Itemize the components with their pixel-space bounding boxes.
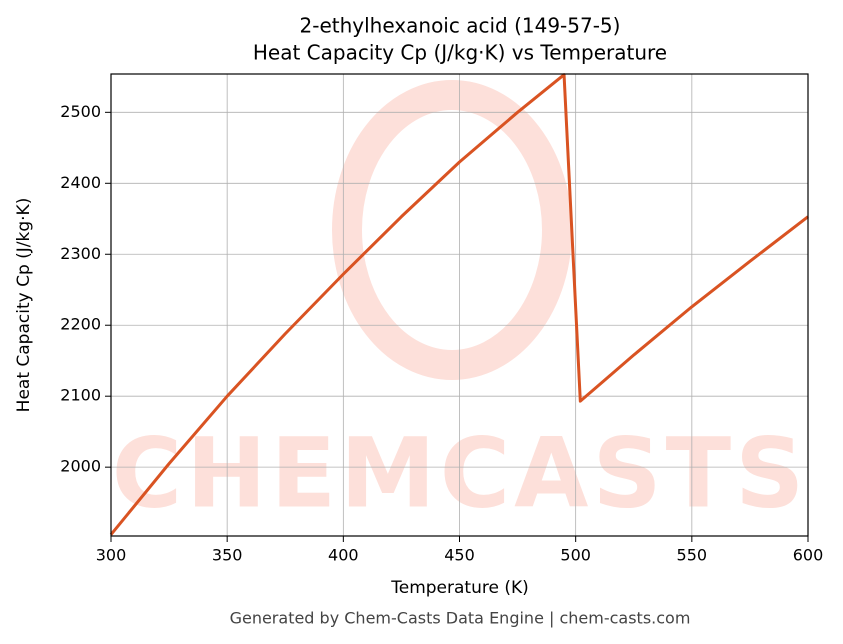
x-tick-label: 450 <box>444 546 475 565</box>
x-tick-label: 400 <box>328 546 359 565</box>
x-axis-label: Temperature (K) <box>390 578 529 598</box>
y-tick-label: 2100 <box>60 386 101 405</box>
y-tick-label: 2000 <box>60 457 101 476</box>
x-tick-label: 500 <box>560 546 591 565</box>
plot-frame <box>110 73 809 537</box>
x-tick-label: 350 <box>212 546 243 565</box>
y-axis-label: Heat Capacity Cp (J/kg·K) <box>14 198 34 413</box>
chart-title: 2-ethylhexanoic acid (149-57-5) <box>300 14 621 38</box>
footer: Generated by Chem-Casts Data Engine | ch… <box>230 609 691 628</box>
y-tick-label: 2400 <box>60 173 101 192</box>
y-tick-label: 2300 <box>60 244 101 263</box>
x-tick-label: 300 <box>96 546 127 565</box>
y-tick-label: 2500 <box>60 102 101 121</box>
y-tick-label: 2200 <box>60 315 101 334</box>
watermark-logo <box>332 80 572 380</box>
data-line <box>109 73 809 536</box>
x-tick-label: 550 <box>677 546 708 565</box>
chart-subtitle: Heat Capacity Cp (J/kg·K) vs Temperature <box>253 41 667 65</box>
x-tick-label: 600 <box>793 546 824 565</box>
watermark: CHEMCASTS <box>112 417 808 529</box>
